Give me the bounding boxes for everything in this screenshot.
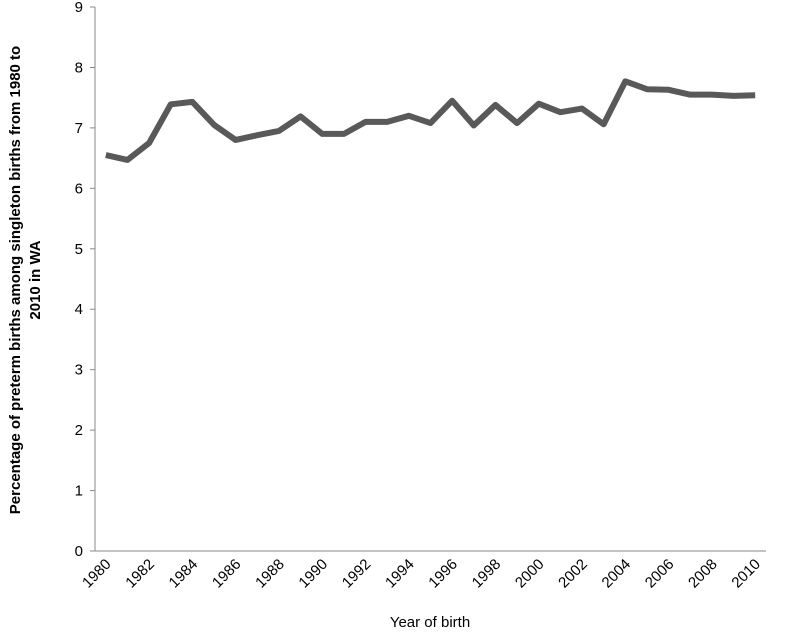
y-tick-label: 1 [75,483,83,500]
x-tick-label: 2010 [728,556,764,592]
x-tick-label: 2006 [642,556,678,592]
y-tick-label: 0 [75,543,83,560]
x-tick-label: 1980 [79,556,115,592]
y-tick-label: 3 [75,362,83,379]
y-tick-label: 9 [75,0,83,16]
x-tick-label: 1988 [252,556,288,592]
data-line [105,78,756,163]
y-axis-title: Percentage of preterm births among singl… [7,46,44,514]
x-tick-label: 1994 [382,556,418,592]
y-axis-title-line: 2010 in WA [27,240,44,319]
y-tick-label: 6 [75,180,83,197]
x-tick-label: 1998 [469,556,505,592]
x-tick-label: 1986 [209,556,245,592]
y-tick-label: 8 [75,59,83,76]
x-tick-label: 1982 [122,556,158,592]
y-axis-title-line: Percentage of preterm births among singl… [7,46,24,514]
x-tick-label: 2000 [512,556,548,592]
x-tick-label: 2002 [555,556,591,592]
x-tick-label: 1992 [339,556,375,592]
y-tick-label: 5 [75,241,83,258]
y-tick-label: 4 [75,301,83,318]
y-tick-label: 7 [75,120,83,137]
x-tick-label: 2004 [599,556,635,592]
x-axis-title: Year of birth [390,614,470,631]
x-tick-label: 1990 [295,556,331,592]
x-tick-label: 1996 [425,556,461,592]
y-tick-label: 2 [75,422,83,439]
x-tick-label: 1984 [166,556,202,592]
x-tick-label: 2008 [685,556,721,592]
